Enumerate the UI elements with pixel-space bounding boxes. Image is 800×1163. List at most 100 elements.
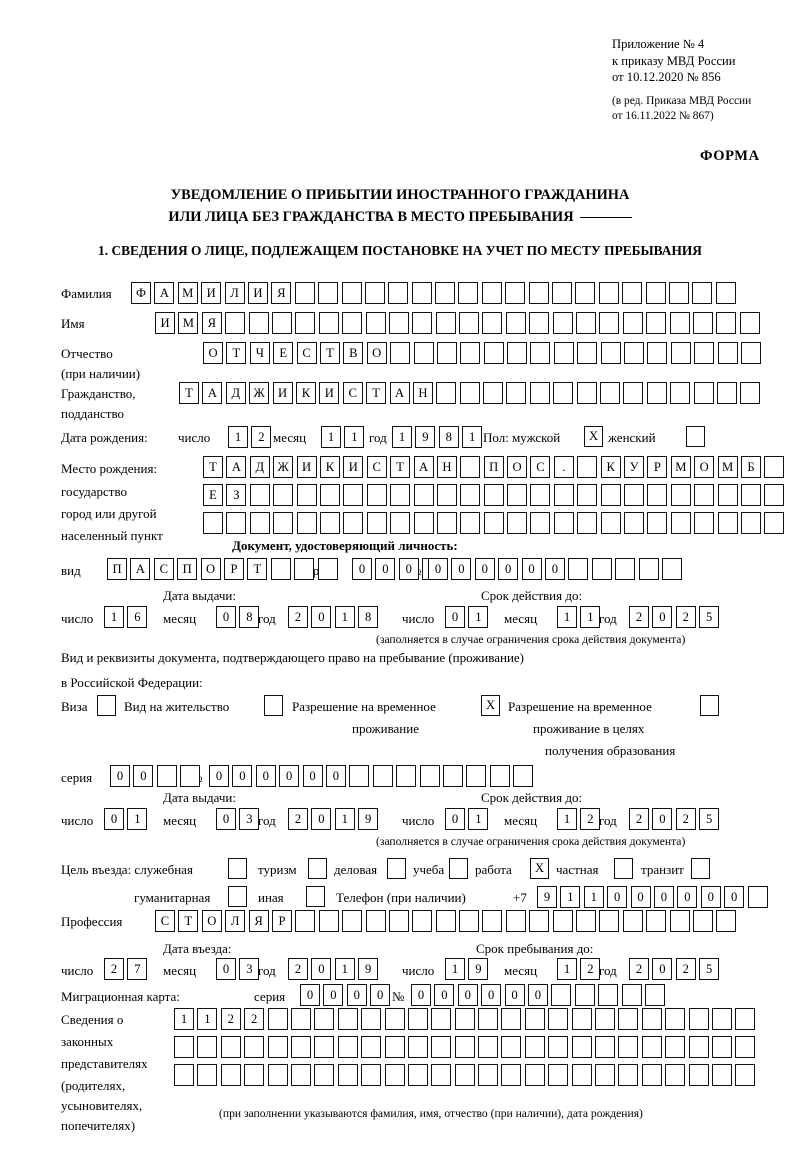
char-cell[interactable]: . [553, 456, 574, 478]
char-cell[interactable] [552, 910, 573, 932]
char-cell[interactable]: 1 [557, 808, 577, 830]
char-cell[interactable] [600, 342, 621, 364]
char-cell[interactable] [646, 382, 667, 404]
checkbox-purpose-other[interactable] [306, 886, 325, 907]
char-cell[interactable] [507, 512, 528, 534]
char-cell[interactable] [571, 1064, 592, 1086]
char-cell[interactable]: М [178, 312, 199, 334]
char-cell[interactable]: С [296, 342, 317, 364]
char-cell[interactable] [646, 312, 667, 334]
char-cell[interactable] [482, 312, 503, 334]
char-cell[interactable]: 0 [724, 886, 745, 908]
char-cell[interactable] [717, 512, 738, 534]
char-cell[interactable] [318, 312, 339, 334]
char-cell[interactable] [647, 484, 668, 506]
char-cell[interactable]: 0 [630, 886, 651, 908]
char-cell[interactable]: К [295, 382, 316, 404]
char-cell[interactable]: П [483, 456, 504, 478]
char-cell[interactable] [413, 512, 434, 534]
char-cell[interactable] [665, 1036, 686, 1058]
char-cell[interactable]: 2 [244, 1008, 265, 1030]
char-cell[interactable] [600, 512, 621, 534]
char-cell[interactable] [318, 910, 339, 932]
char-cell[interactable]: А [226, 456, 247, 478]
char-cell[interactable] [388, 910, 409, 932]
char-cell[interactable] [220, 1036, 241, 1058]
char-cell[interactable] [267, 1008, 288, 1030]
char-cell[interactable] [735, 1064, 756, 1086]
char-cell[interactable] [576, 382, 597, 404]
char-cell[interactable]: М [717, 456, 738, 478]
field-legal-rep-line-3[interactable] [174, 1064, 756, 1086]
char-cell[interactable] [711, 1036, 732, 1058]
char-cell[interactable] [623, 382, 644, 404]
char-cell[interactable]: П [107, 558, 127, 580]
char-cell[interactable]: Д [249, 456, 270, 478]
char-cell[interactable] [694, 342, 715, 364]
char-cell[interactable] [349, 765, 370, 787]
char-cell[interactable]: 0 [216, 958, 236, 980]
char-cell[interactable] [407, 1064, 428, 1086]
char-cell[interactable]: О [694, 456, 715, 478]
char-cell[interactable]: 6 [127, 606, 148, 628]
char-cell[interactable]: Н [412, 382, 433, 404]
char-cell[interactable] [645, 282, 666, 304]
char-cell[interactable]: 0 [652, 808, 673, 830]
char-cell[interactable]: 3 [239, 958, 260, 980]
char-cell[interactable] [249, 484, 270, 506]
char-cell[interactable]: 1 [344, 426, 365, 448]
char-cell[interactable]: Т [203, 456, 223, 478]
char-cell[interactable]: 1 [228, 426, 248, 448]
char-cell[interactable] [600, 484, 621, 506]
char-cell[interactable] [442, 765, 463, 787]
char-cell[interactable] [506, 382, 527, 404]
char-cell[interactable] [571, 1008, 592, 1030]
char-cell[interactable] [530, 342, 551, 364]
char-cell[interactable]: 0 [232, 765, 253, 787]
char-cell[interactable] [576, 910, 597, 932]
char-cell[interactable] [553, 342, 574, 364]
char-cell[interactable] [694, 512, 715, 534]
char-cell[interactable]: А [202, 382, 223, 404]
char-cell[interactable] [483, 382, 504, 404]
char-cell[interactable]: 0 [133, 765, 154, 787]
char-cell[interactable]: 2 [251, 426, 272, 448]
char-cell[interactable] [670, 484, 691, 506]
char-cell[interactable] [482, 910, 503, 932]
char-cell[interactable] [624, 342, 645, 364]
char-cell[interactable]: 1 [174, 1008, 194, 1030]
char-cell[interactable]: 0 [652, 958, 673, 980]
char-cell[interactable]: О [201, 910, 222, 932]
checkbox-purpose-study[interactable] [449, 858, 468, 879]
char-cell[interactable] [366, 484, 387, 506]
char-cell[interactable] [599, 910, 620, 932]
char-cell[interactable] [551, 984, 572, 1006]
char-cell[interactable]: 8 [239, 606, 260, 628]
char-cell[interactable] [577, 342, 598, 364]
char-cell[interactable] [507, 484, 528, 506]
char-cell[interactable] [174, 1064, 194, 1086]
char-cell[interactable] [615, 558, 636, 580]
char-cell[interactable] [407, 1036, 428, 1058]
char-cell[interactable] [747, 886, 768, 908]
char-cell[interactable]: Е [273, 342, 294, 364]
char-cell[interactable]: 1 [583, 886, 604, 908]
field-birthplace-line-3[interactable] [203, 512, 785, 534]
char-cell[interactable]: 0 [544, 558, 565, 580]
char-cell[interactable]: 0 [216, 606, 236, 628]
char-cell[interactable] [739, 312, 760, 334]
char-cell[interactable]: Я [271, 282, 292, 304]
char-cell[interactable]: А [413, 456, 434, 478]
